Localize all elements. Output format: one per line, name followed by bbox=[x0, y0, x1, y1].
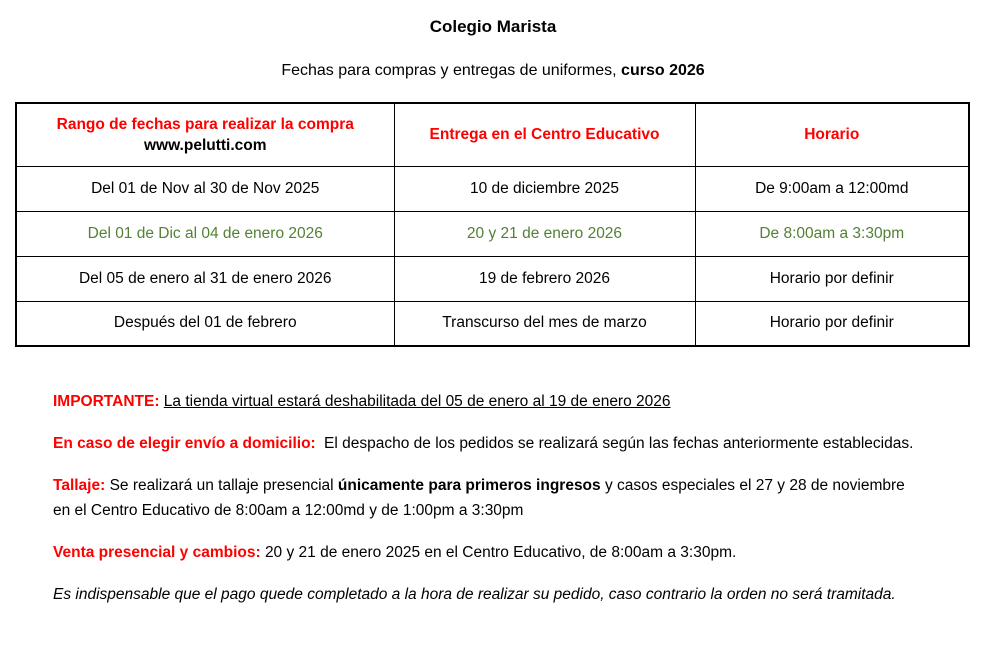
sizing-label: Tallaje: bbox=[53, 477, 106, 494]
store-url: www.pelutti.com bbox=[143, 136, 267, 154]
header-delivery: Entrega en el Centro Educativo bbox=[393, 102, 696, 167]
subtitle-course: curso 2026 bbox=[621, 62, 705, 79]
page-subtitle: Fechas para compras y entregas de unifor… bbox=[15, 61, 971, 81]
table-row: Del 05 de enero al 31 de enero 2026 19 d… bbox=[15, 255, 970, 302]
home-delivery-label: En caso de elegir envío a domicilio: bbox=[53, 435, 316, 452]
table-row-highlighted: Del 01 de Dic al 04 de enero 2026 20 y 2… bbox=[15, 210, 970, 257]
notes-section: IMPORTANTE: La tienda virtual estará des… bbox=[53, 389, 915, 607]
sizing-note: Tallaje: Se realizará un tallaje presenc… bbox=[53, 473, 915, 523]
cell-purchase-range: Del 01 de Nov al 30 de Nov 2025 bbox=[15, 165, 395, 212]
cell-delivery-date: Transcurso del mes de marzo bbox=[393, 300, 696, 347]
cell-schedule: De 9:00am a 12:00md bbox=[694, 165, 970, 212]
home-delivery-note: En caso de elegir envío a domicilio: El … bbox=[53, 431, 915, 456]
payment-disclaimer: Es indispensable que el pago quede compl… bbox=[53, 586, 896, 603]
cell-schedule: De 8:00am a 3:30pm bbox=[694, 210, 970, 257]
cell-purchase-range: Del 05 de enero al 31 de enero 2026 bbox=[15, 255, 395, 302]
cell-purchase-range: Después del 01 de febrero bbox=[15, 300, 395, 347]
header-purchase-range-label: Rango de fechas para realizar la compra bbox=[56, 115, 354, 133]
cell-schedule: Horario por definir bbox=[694, 300, 970, 347]
cell-delivery-date: 10 de diciembre 2025 bbox=[393, 165, 696, 212]
page-title: Colegio Marista bbox=[429, 17, 557, 36]
header-schedule-label: Horario bbox=[804, 126, 860, 144]
cell-delivery-date: 19 de febrero 2026 bbox=[393, 255, 696, 302]
sizing-text-1: Se realizará un tallaje presencial bbox=[109, 477, 334, 494]
sizing-text-bold: únicamente para primeros ingresos bbox=[337, 477, 601, 494]
subtitle-text: Fechas para compras y entregas de unifor… bbox=[281, 62, 622, 79]
home-delivery-text: El despacho de los pedidos se realizará … bbox=[324, 435, 914, 452]
important-text: La tienda virtual estará deshabilitada d… bbox=[163, 393, 671, 410]
cell-delivery-date: 20 y 21 de enero 2026 bbox=[393, 210, 696, 257]
in-person-sale-note: Venta presencial y cambios: 20 y 21 de e… bbox=[53, 540, 915, 565]
in-person-sale-label: Venta presencial y cambios: bbox=[53, 544, 261, 561]
table-row: Del 01 de Nov al 30 de Nov 2025 10 de di… bbox=[15, 165, 970, 212]
sizing-text-2: y casos especiales el 27 y 28 de noviemb… bbox=[53, 477, 905, 519]
header-schedule: Horario bbox=[694, 102, 970, 167]
uniform-schedule-table: Rango de fechas para realizar la compra … bbox=[15, 102, 970, 347]
in-person-sale-text: 20 y 21 de enero 2025 en el Centro Educa… bbox=[264, 544, 737, 561]
header-purchase-range: Rango de fechas para realizar la compra … bbox=[15, 102, 395, 167]
important-label: IMPORTANTE: bbox=[53, 393, 160, 410]
table-row: Después del 01 de febrero Transcurso del… bbox=[15, 300, 970, 347]
header-delivery-label: Entrega en el Centro Educativo bbox=[429, 126, 660, 144]
table-header-row: Rango de fechas para realizar la compra … bbox=[15, 102, 970, 167]
cell-schedule: Horario por definir bbox=[694, 255, 970, 302]
cell-purchase-range: Del 01 de Dic al 04 de enero 2026 bbox=[15, 210, 395, 257]
important-note: IMPORTANTE: La tienda virtual estará des… bbox=[53, 389, 915, 414]
